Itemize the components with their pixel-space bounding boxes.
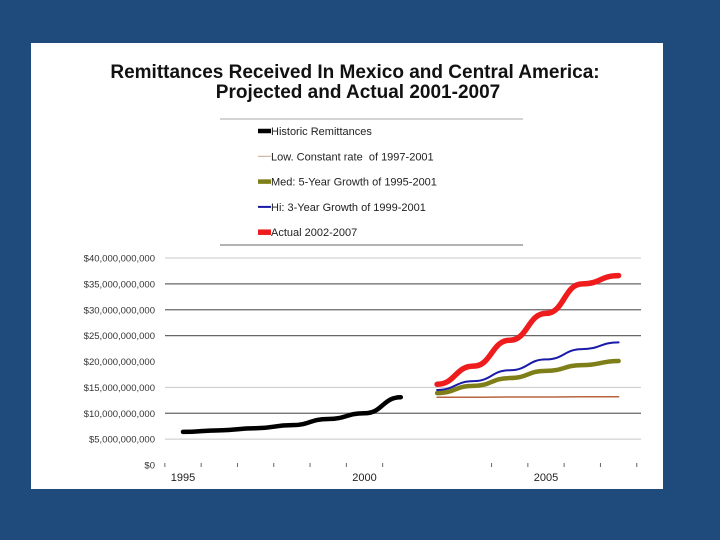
y-axis-ticks: $40,000,000,000 $35,000,000,000 $30,000,00… bbox=[84, 254, 155, 472]
legend-label: Low. Constant rate of 1997-2001 bbox=[271, 151, 434, 163]
series-line-4 bbox=[434, 272, 622, 388]
x-tick-label: 1995 bbox=[171, 472, 195, 484]
y-tick-label: $0 bbox=[144, 461, 155, 472]
x-axis-ticks: 1995 2000 2005 bbox=[164, 463, 638, 484]
series-group bbox=[180, 272, 622, 435]
legend-label: Hi: 3-Year Growth of 1999-2001 bbox=[271, 202, 426, 214]
series-line-0 bbox=[180, 394, 404, 435]
x-tick-label: 2000 bbox=[352, 472, 376, 484]
legend-label: Historic Remittances bbox=[271, 126, 372, 138]
slide-panel: Remittances Received In Mexico and Centr… bbox=[31, 43, 663, 489]
y-tick-label: $20,000,000,000 bbox=[84, 357, 155, 368]
y-tick-label: $40,000,000,000 bbox=[84, 254, 155, 265]
series-line-3 bbox=[436, 341, 620, 391]
y-tick-label: $35,000,000,000 bbox=[84, 279, 155, 290]
gridlines bbox=[165, 257, 641, 440]
x-tick-label: 2005 bbox=[534, 472, 558, 484]
y-tick-label: $25,000,000,000 bbox=[84, 331, 155, 342]
series-line-2 bbox=[434, 358, 621, 396]
chart-subtitle: Projected and Actual 2001-2007 bbox=[216, 82, 500, 103]
y-tick-label: $5,000,000,000 bbox=[89, 435, 155, 446]
legend-label: Actual 2002-2007 bbox=[271, 227, 357, 239]
y-tick-label: $15,000,000,000 bbox=[84, 383, 155, 394]
y-tick-label: $10,000,000,000 bbox=[84, 409, 155, 420]
line-chart: Remittances Received In Mexico and Centr… bbox=[84, 62, 641, 484]
series-line-1 bbox=[436, 395, 620, 398]
legend-label: Med: 5-Year Growth of 1995-2001 bbox=[271, 177, 437, 189]
chart-title: Remittances Received In Mexico and Centr… bbox=[110, 62, 599, 83]
y-tick-label: $30,000,000,000 bbox=[84, 305, 155, 316]
legend: Historic Remittances Low. Constant rate o… bbox=[220, 118, 523, 246]
